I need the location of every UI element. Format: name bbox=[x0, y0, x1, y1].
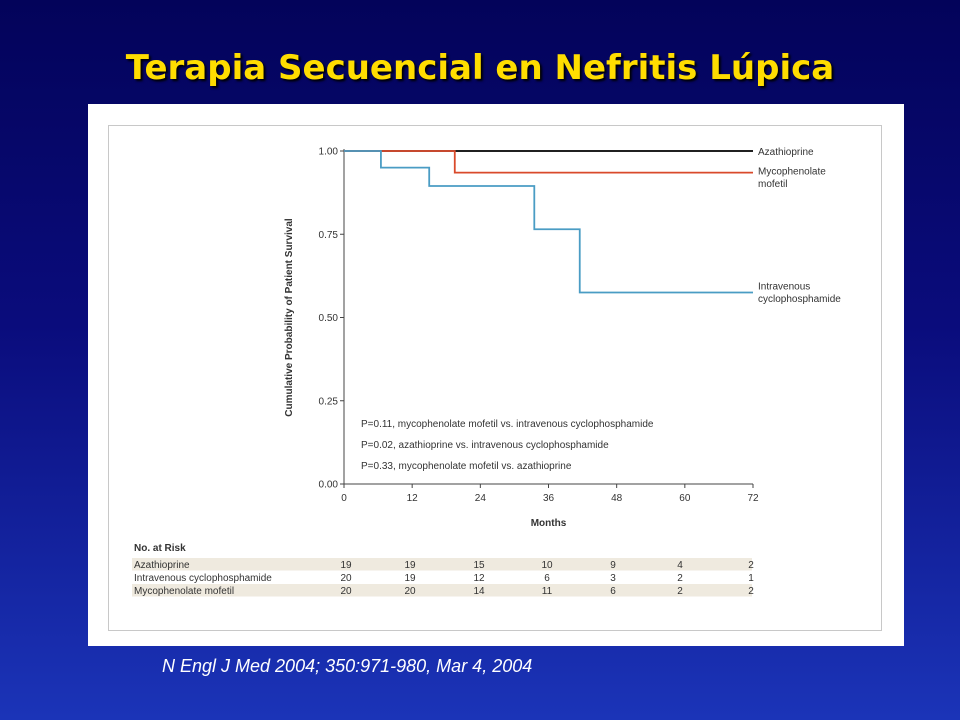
citation: N Engl J Med 2004; 350:971-980, Mar 4, 2… bbox=[162, 656, 533, 676]
x-axis-label: Months bbox=[531, 518, 567, 529]
risk-row-band bbox=[132, 558, 752, 571]
risk-value: 6 bbox=[610, 586, 616, 597]
slide-title: Terapia Secuencial en Nefritis Lúpica bbox=[125, 48, 835, 88]
x-tick-label: 48 bbox=[611, 493, 623, 504]
series-line-1 bbox=[344, 150, 753, 174]
y-axis-label: Cumulative Probability of Patient Surviv… bbox=[284, 218, 295, 417]
risk-value: 20 bbox=[404, 586, 416, 597]
risk-value: 11 bbox=[542, 586, 553, 597]
y-tick-label: 0.50 bbox=[319, 313, 339, 324]
series-line-2 bbox=[344, 150, 753, 294]
series-label: Mycophenolate bbox=[758, 167, 826, 178]
x-tick-label: 72 bbox=[747, 493, 759, 504]
x-tick-label: 0 bbox=[341, 493, 347, 504]
risk-value: 4 bbox=[677, 560, 683, 571]
risk-value: 19 bbox=[404, 560, 416, 571]
risk-row-label: Mycophenolate mofetil bbox=[134, 586, 234, 597]
risk-value: 19 bbox=[404, 573, 416, 584]
x-tick-label: 24 bbox=[475, 493, 487, 504]
risk-value: 2 bbox=[677, 586, 683, 597]
risk-value: 14 bbox=[473, 586, 485, 597]
risk-value: 15 bbox=[473, 560, 485, 571]
series-label: mofetil bbox=[758, 179, 787, 190]
risk-value: 20 bbox=[340, 586, 352, 597]
risk-value: 1 bbox=[748, 573, 754, 584]
risk-value: 12 bbox=[473, 573, 485, 584]
p-value-annotation: P=0.02, azathioprine vs. intravenous cyc… bbox=[361, 440, 609, 451]
risk-value: 20 bbox=[340, 573, 352, 584]
x-tick-label: 12 bbox=[407, 493, 419, 504]
y-tick-label: 1.00 bbox=[319, 147, 339, 158]
risk-value: 3 bbox=[610, 573, 616, 584]
risk-row-label: Azathioprine bbox=[134, 560, 190, 571]
risk-value: 2 bbox=[748, 586, 754, 597]
figure-frame bbox=[108, 125, 882, 631]
risk-value: 2 bbox=[677, 573, 683, 584]
risk-row-label: Intravenous cyclophosphamide bbox=[134, 573, 272, 584]
p-value-annotation: P=0.11, mycophenolate mofetil vs. intrav… bbox=[361, 419, 654, 430]
series-label: Intravenous bbox=[758, 282, 810, 293]
survival-chart: 0.000.250.500.751.000 12 24 36 48 60 72MonthsC… bbox=[132, 147, 841, 597]
x-tick-label: 36 bbox=[543, 493, 555, 504]
risk-value: 9 bbox=[610, 560, 616, 571]
risk-value: 6 bbox=[544, 573, 550, 584]
series-label: Azathioprine bbox=[758, 147, 814, 158]
y-tick-label: 0.00 bbox=[319, 480, 339, 491]
figure-panel: 0.00 0.25 0.50 0.75 1.00 0 12 24 36 48 60 72 Months C… bbox=[88, 104, 904, 646]
risk-value: 10 bbox=[541, 560, 553, 571]
risk-value: 19 bbox=[340, 560, 352, 571]
risk-value: 2 bbox=[748, 560, 754, 571]
y-tick-label: 0.75 bbox=[319, 230, 339, 241]
risk-table-title: No. at Risk bbox=[134, 543, 186, 554]
series-label: cyclophosphamide bbox=[758, 294, 841, 305]
p-value-annotation: P=0.33, mycophenolate mofetil vs. azathi… bbox=[361, 461, 572, 472]
x-tick-label: 60 bbox=[679, 493, 691, 504]
y-tick-label: 0.25 bbox=[319, 396, 339, 407]
risk-row-band bbox=[132, 584, 752, 597]
